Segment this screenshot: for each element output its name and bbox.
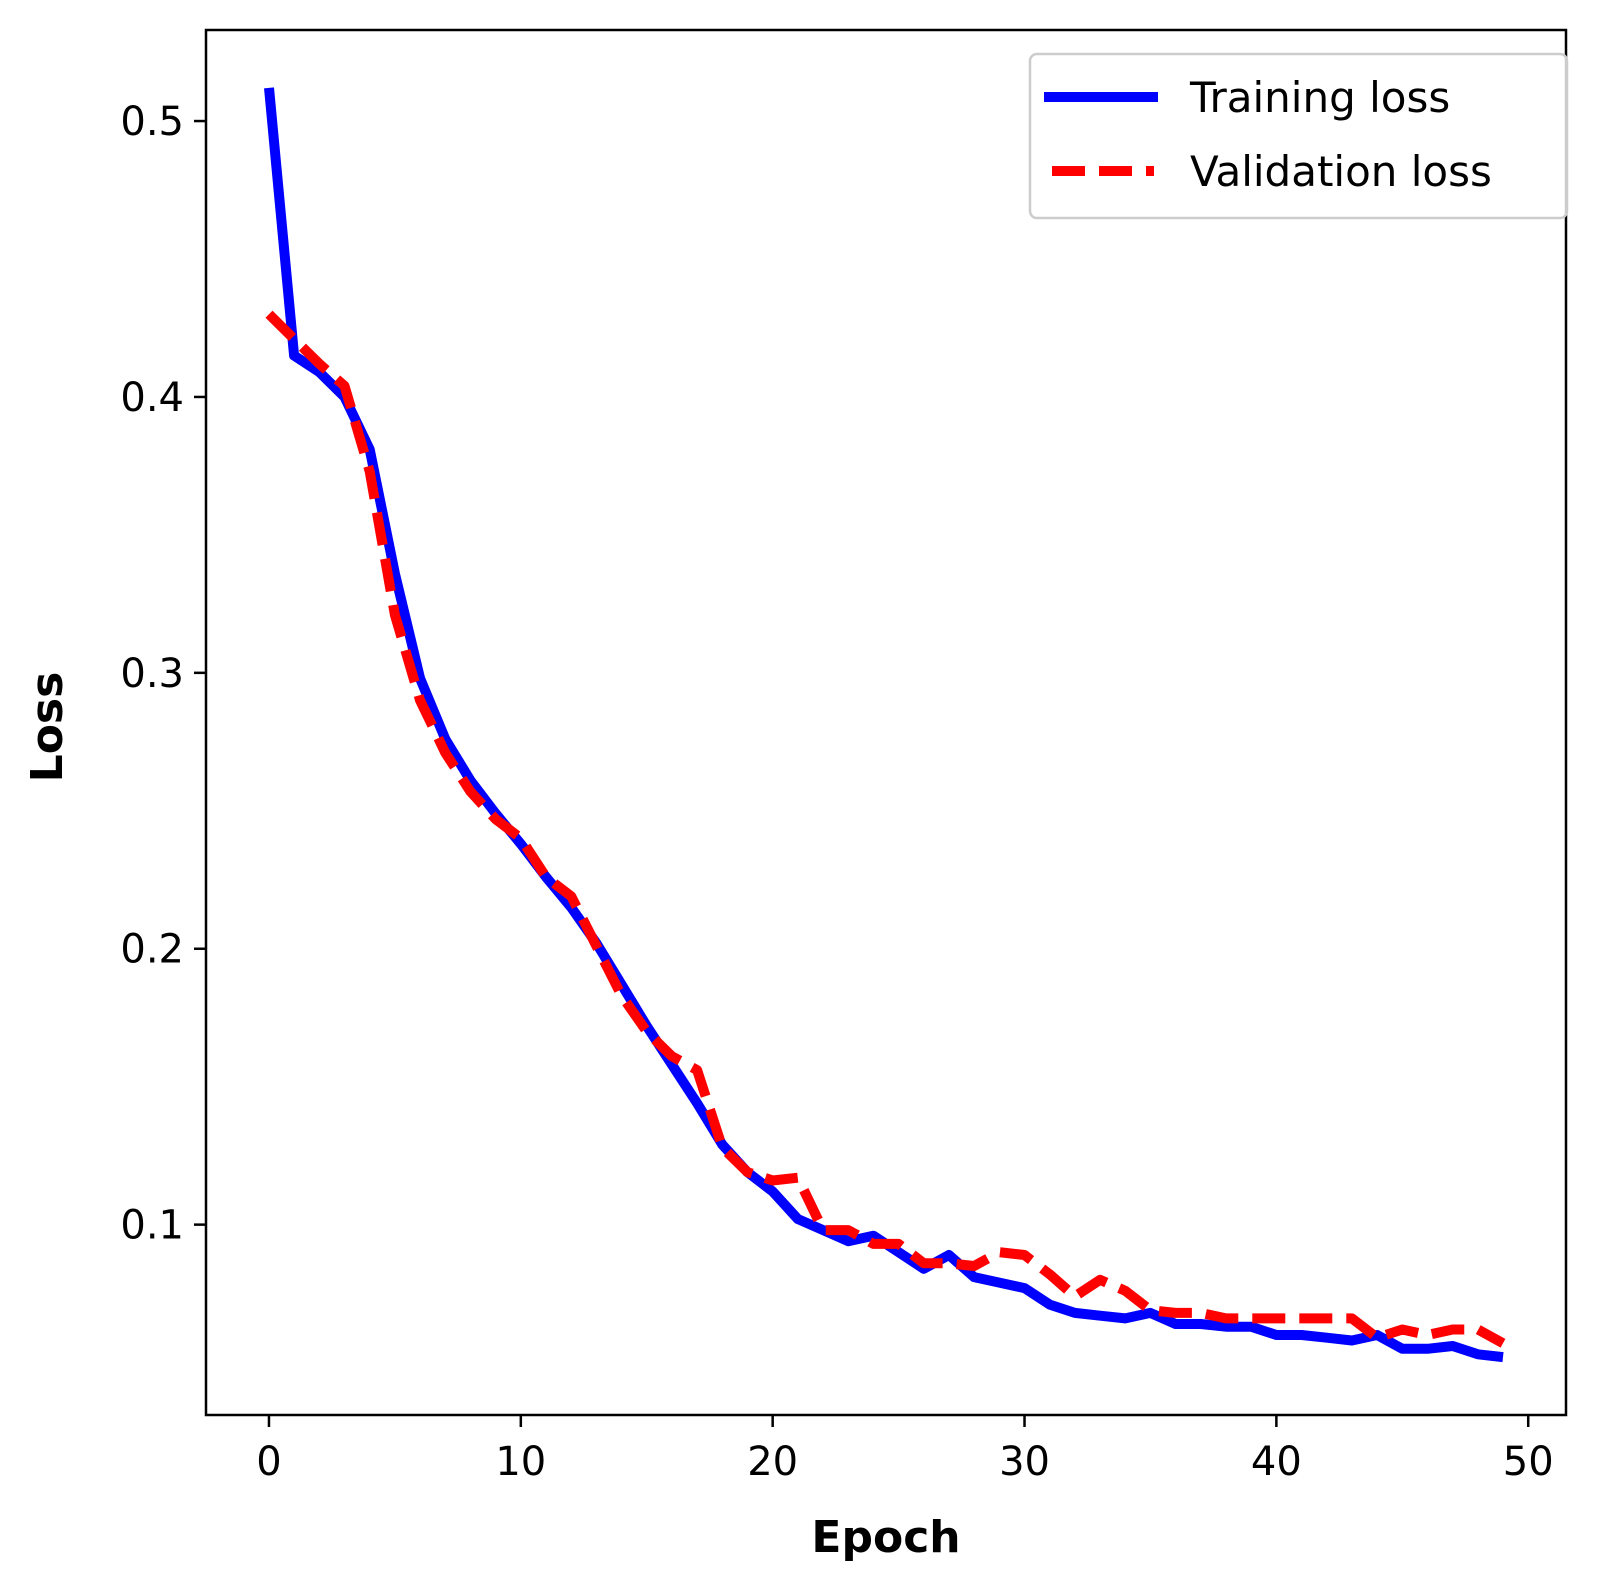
x-axis-label: Epoch: [811, 1512, 960, 1563]
y-axis-ticks: 0.1 0.2 0.3 0.4 0.5: [120, 99, 206, 1249]
x-tick-label: 40: [1251, 1439, 1302, 1485]
plot-frame: [204, 28, 1568, 1417]
x-tick-label: 10: [495, 1439, 546, 1485]
legend-label-training-loss: Training loss: [1189, 73, 1450, 122]
y-tick-label: 0.3: [120, 651, 184, 697]
y-axis-label: Loss: [22, 672, 73, 783]
y-tick-label: 0.2: [120, 927, 184, 973]
y-tick-label: 0.4: [120, 375, 184, 421]
legend-label-validation-loss: Validation loss: [1190, 147, 1492, 196]
x-tick-label: 30: [999, 1439, 1050, 1485]
y-tick-label: 0.5: [120, 99, 184, 145]
series-layer: [264, 87, 1506, 1363]
legend-box: [1028, 52, 1569, 220]
series-line-validation-loss: [265, 310, 1506, 1348]
legend: Training loss Validation loss: [1028, 52, 1569, 220]
y-tick-label: 0.1: [120, 1203, 184, 1249]
x-axis-ticks: 0 10 20 30 40 50: [256, 1415, 1554, 1485]
x-tick-label: 0: [256, 1439, 281, 1485]
x-tick-label: 50: [1503, 1439, 1554, 1485]
x-tick-label: 20: [747, 1439, 798, 1485]
